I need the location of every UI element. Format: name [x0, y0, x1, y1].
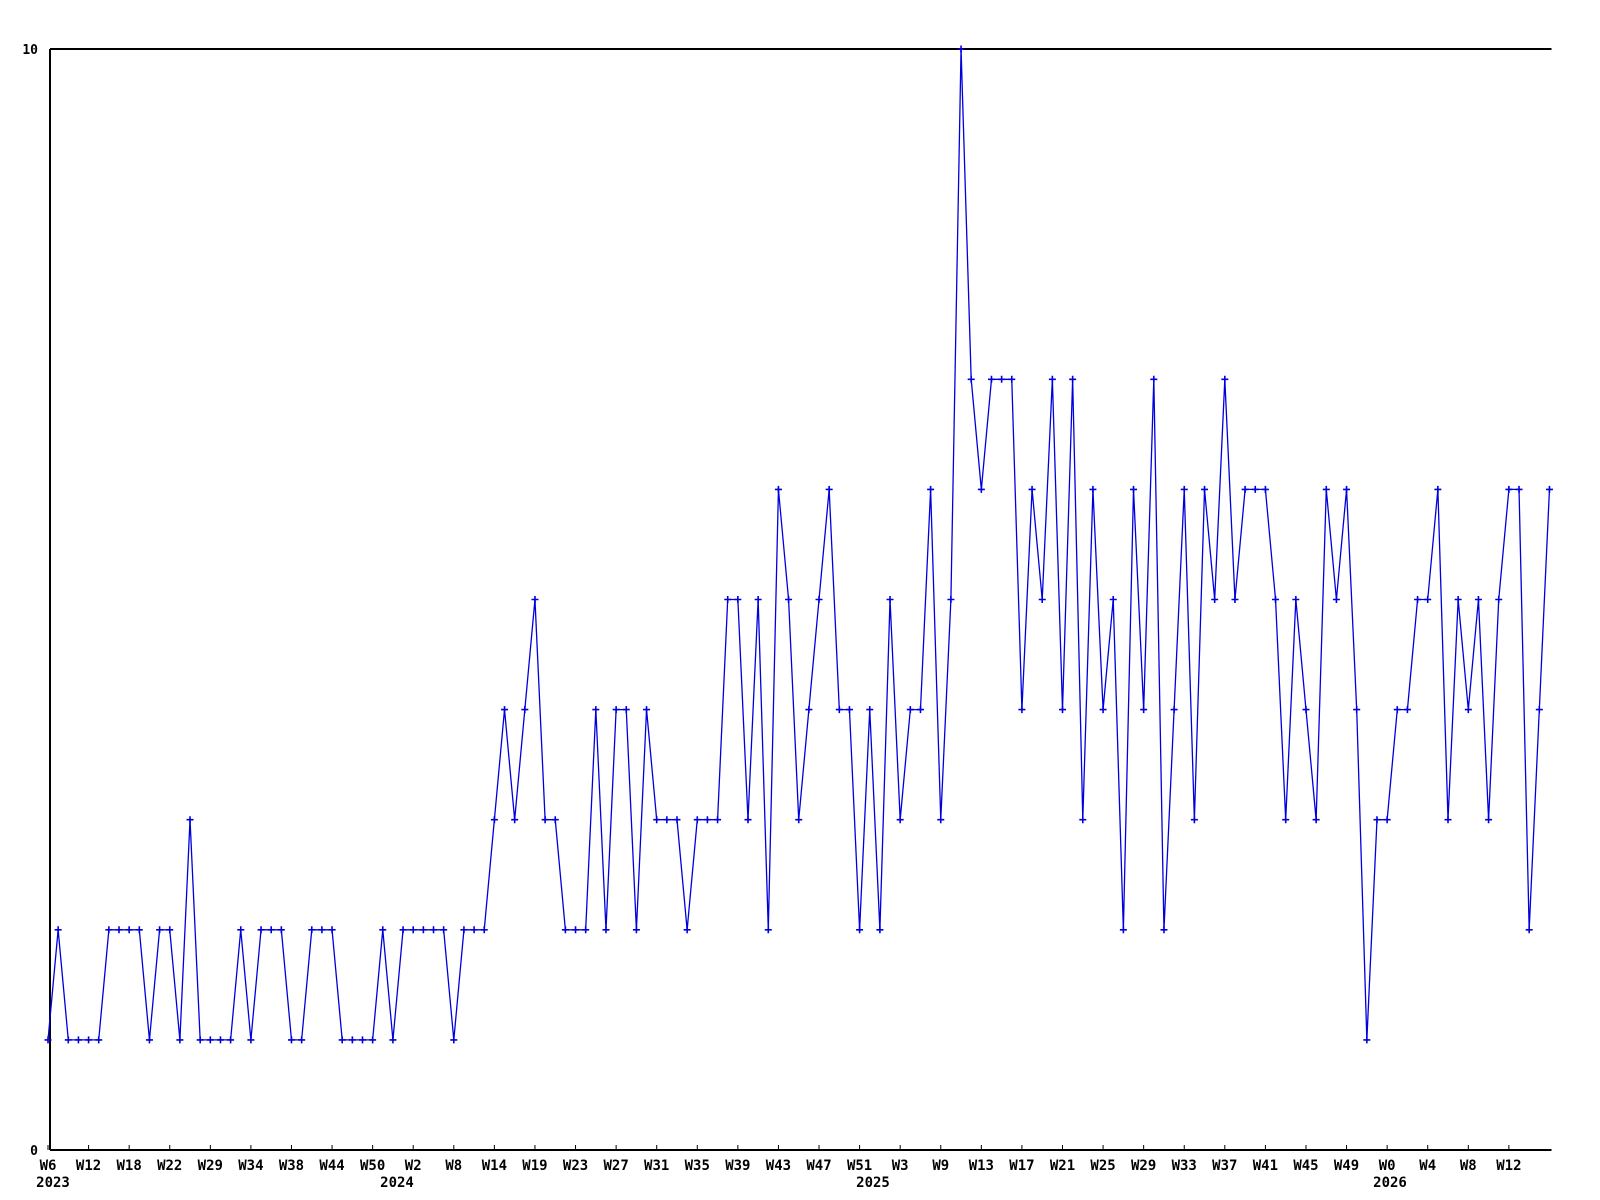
data-polyline	[47, 48, 1551, 1041]
x-tick-label: W29	[1131, 1158, 1156, 1174]
year-label: 2025	[856, 1175, 890, 1191]
x-tick-label: W2	[405, 1158, 422, 1174]
x-tick-label: W35	[685, 1158, 710, 1174]
x-tick-label: W50	[360, 1158, 385, 1174]
x-tick-label: W27	[603, 1158, 628, 1174]
x-tick-label: W33	[1172, 1158, 1197, 1174]
year-label: 2026	[1373, 1175, 1407, 1191]
x-tick-label: W43	[766, 1158, 791, 1174]
plot-border-path	[49, 48, 1552, 1151]
x-tick-label: W31	[644, 1158, 669, 1174]
x-tick-label: W0	[1379, 1158, 1396, 1174]
year-label: 2024	[380, 1175, 414, 1191]
x-tick-label: W44	[319, 1158, 344, 1174]
x-tick-labels: W6 W12 W18 W22 W29 W34 W38 W44 W50 W2 W8 W14 W19 W23 W…	[40, 1158, 1522, 1174]
x-tick-label: W45	[1293, 1158, 1318, 1174]
y-axis-label-min: 0	[30, 1144, 38, 1159]
series-point-marker	[44, 45, 1553, 1044]
x-tick-label: W39	[725, 1158, 750, 1174]
year-labels: 2023 2024 2025 2026	[36, 1175, 1407, 1191]
y-axis-labels: 10 0	[22, 43, 38, 1159]
series-line	[47, 48, 1551, 1041]
x-tick-label: W51	[847, 1158, 872, 1174]
x-tick-label: W17	[1009, 1158, 1034, 1174]
x-tick-label: W21	[1050, 1158, 1075, 1174]
x-tick-label: W49	[1334, 1158, 1359, 1174]
x-tick-label: W8	[1460, 1158, 1477, 1174]
x-tick-label: W41	[1253, 1158, 1278, 1174]
x-tick-label: W13	[969, 1158, 994, 1174]
year-label: 2023	[36, 1175, 70, 1191]
x-tick-label: W3	[892, 1158, 909, 1174]
x-tick-label: W18	[117, 1158, 142, 1174]
x-tick-label: W12	[1496, 1158, 1521, 1174]
x-tick-label: W6	[40, 1158, 57, 1174]
x-tick-label: W25	[1090, 1158, 1115, 1174]
x-tick-label: W38	[279, 1158, 304, 1174]
x-tick-label: W19	[522, 1158, 547, 1174]
x-tick-label: W37	[1212, 1158, 1237, 1174]
x-tick-label: W29	[198, 1158, 223, 1174]
x-tick-label: W22	[157, 1158, 182, 1174]
x-tick-label: W47	[806, 1158, 831, 1174]
x-tick-label: W34	[238, 1158, 263, 1174]
plot-border	[49, 48, 1552, 1151]
x-tick-label: W4	[1419, 1158, 1436, 1174]
x-tick-marks	[47, 1145, 1510, 1150]
x-tick-label: W12	[76, 1158, 101, 1174]
data-point-markers	[44, 45, 1553, 1044]
x-tick-label: W9	[932, 1158, 949, 1174]
x-tick-label: W14	[482, 1158, 507, 1174]
x-tick-label: W8	[445, 1158, 462, 1174]
y-axis-label-max: 10	[22, 43, 38, 58]
x-tick-label: W23	[563, 1158, 588, 1174]
